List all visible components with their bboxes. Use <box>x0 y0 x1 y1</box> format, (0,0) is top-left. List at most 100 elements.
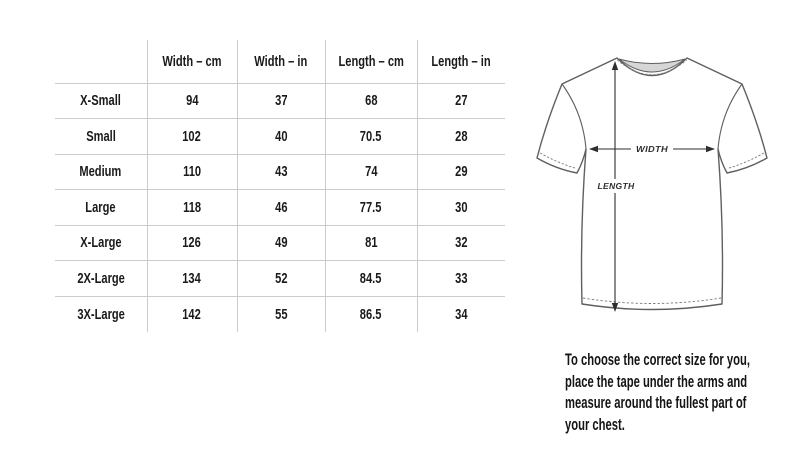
cell-value: 27 <box>455 92 468 110</box>
width-in-cell: 52 <box>236 260 325 296</box>
size-label: 3X-Large <box>76 305 125 323</box>
cell-value: 29 <box>455 163 468 181</box>
size-label-cell: Small <box>55 118 147 154</box>
header-row: Width – cm Width – in Length – cm Length… <box>55 40 505 83</box>
length-in-cell: 30 <box>416 189 505 225</box>
cell-value: 81 <box>364 234 378 252</box>
width-in-cell: 40 <box>236 118 325 154</box>
length-cm-cell: 86.5 <box>324 295 417 332</box>
armhole-seam-right <box>717 83 743 150</box>
cell-value: 43 <box>274 163 288 181</box>
size-label-cell: 2X-Large <box>55 260 147 296</box>
width-in-cell: 43 <box>236 153 325 190</box>
width-cm-cell: 102 <box>146 118 237 154</box>
length-in-cell: 33 <box>416 260 505 296</box>
width-label-backing <box>631 142 673 155</box>
length-in-cell: 27 <box>416 82 505 119</box>
cell-value: 34 <box>455 305 468 323</box>
column-header-length-in: Length – in <box>416 40 505 83</box>
collar-inside <box>618 58 686 73</box>
instruction-line: place the tape under the arms and <box>565 371 748 391</box>
cell-value: 40 <box>274 127 288 145</box>
size-label-cell: Medium <box>55 153 147 190</box>
size-label: Large <box>85 198 116 216</box>
collar-band-stitch <box>616 59 688 75</box>
width-cm-cell: 118 <box>146 189 237 225</box>
length-cm-cell: 77.5 <box>324 189 417 225</box>
width-cm-cell: 126 <box>146 224 237 261</box>
size-chart-table: Width – cm Width – in Length – cm Length… <box>55 40 505 332</box>
cell-value: 70.5 <box>360 127 382 145</box>
size-label-cell: X-Large <box>55 224 147 261</box>
size-label: X-Large <box>80 234 122 252</box>
column-header-label: Length – in <box>431 52 491 70</box>
cell-value: 74 <box>364 163 378 181</box>
length-cm-cell: 74 <box>324 153 417 190</box>
cell-value: 118 <box>183 198 201 216</box>
width-arrow-label: WIDTH <box>636 144 669 154</box>
size-label: X-Small <box>80 92 122 110</box>
length-arrow-label: LENGTH <box>598 181 636 191</box>
column-header-width-cm: Width – cm <box>146 40 237 83</box>
width-in-cell: 49 <box>236 224 325 261</box>
cell-value: 110 <box>183 163 201 181</box>
column-header-label: Length – cm <box>338 52 404 70</box>
length-cm-cell: 81 <box>324 224 417 261</box>
length-label-backing <box>595 179 637 193</box>
length-cm-cell: 84.5 <box>324 260 417 296</box>
size-label: Medium <box>79 163 122 181</box>
size-label: Small <box>85 127 116 145</box>
cell-value: 32 <box>455 234 468 252</box>
armhole-seam-left <box>561 83 587 150</box>
cell-value: 30 <box>455 198 468 216</box>
size-label-cell: Large <box>55 189 147 225</box>
instruction-line: measure around the fullest part of <box>565 393 747 412</box>
cell-value: 46 <box>274 198 288 216</box>
instruction-line: To choose the correct size for you, <box>565 350 750 369</box>
bottom-hem-stitch <box>582 297 722 304</box>
cell-value: 37 <box>274 92 288 110</box>
length-in-cell: 28 <box>416 118 505 154</box>
instruction-line: your chest. <box>565 414 625 434</box>
table-row: Small 102 40 70.5 28 <box>55 118 505 154</box>
table-row: Medium 110 43 74 29 <box>55 153 505 190</box>
tshirt-diagram: WIDTH LENGTH <box>536 57 768 312</box>
cell-value: 126 <box>182 234 202 252</box>
cell-value: 86.5 <box>360 305 382 323</box>
size-label: 2X-Large <box>76 269 125 287</box>
cell-value: 49 <box>274 234 288 252</box>
cell-value: 142 <box>182 305 202 323</box>
column-header-size <box>55 40 147 83</box>
cell-value: 94 <box>185 92 199 110</box>
cell-value: 52 <box>274 269 288 287</box>
column-header-label: Width – in <box>254 52 308 70</box>
length-in-cell: 32 <box>416 224 505 261</box>
width-in-cell: 37 <box>236 82 325 119</box>
table-row: X-Large 126 49 81 32 <box>55 224 505 261</box>
column-header-label: Width – cm <box>162 52 222 70</box>
length-cm-cell: 70.5 <box>324 118 417 154</box>
length-in-cell: 34 <box>416 295 505 332</box>
size-label-cell: X-Small <box>55 82 147 119</box>
tshirt-outline <box>536 57 768 311</box>
column-header-width-in: Width – in <box>236 40 325 83</box>
length-in-cell: 29 <box>416 153 505 190</box>
cell-value: 84.5 <box>360 269 382 287</box>
length-cm-cell: 68 <box>324 82 417 119</box>
cell-value: 102 <box>182 127 202 145</box>
cell-value: 55 <box>274 305 288 323</box>
cell-value: 33 <box>455 269 468 287</box>
table-row: 2X-Large 134 52 84.5 33 <box>55 260 505 296</box>
cell-value: 28 <box>455 127 468 145</box>
sizing-instructions: To choose the correct size for you, plac… <box>565 349 763 435</box>
width-cm-cell: 134 <box>146 260 237 296</box>
width-cm-cell: 142 <box>146 295 237 332</box>
column-header-length-cm: Length – cm <box>324 40 417 83</box>
size-label-cell: 3X-Large <box>55 295 147 332</box>
width-cm-cell: 94 <box>146 82 237 119</box>
table-row: 3X-Large 142 55 86.5 34 <box>55 295 505 332</box>
table-row: Large 118 46 77.5 30 <box>55 189 505 225</box>
width-in-cell: 46 <box>236 189 325 225</box>
table-row: X-Small 94 37 68 27 <box>55 82 505 119</box>
